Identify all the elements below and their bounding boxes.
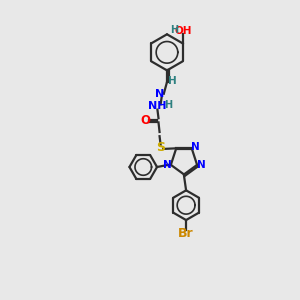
Text: N: N (163, 160, 171, 170)
Text: S: S (156, 141, 165, 154)
Text: N: N (154, 89, 164, 99)
Text: H: H (168, 76, 177, 86)
Text: Br: Br (178, 227, 194, 240)
Text: O: O (141, 114, 151, 127)
Text: N: N (197, 160, 206, 170)
Text: NH: NH (148, 101, 167, 112)
Text: N: N (191, 142, 200, 152)
Text: OH: OH (175, 26, 192, 36)
Text: H: H (170, 25, 178, 35)
Text: H: H (164, 100, 172, 110)
